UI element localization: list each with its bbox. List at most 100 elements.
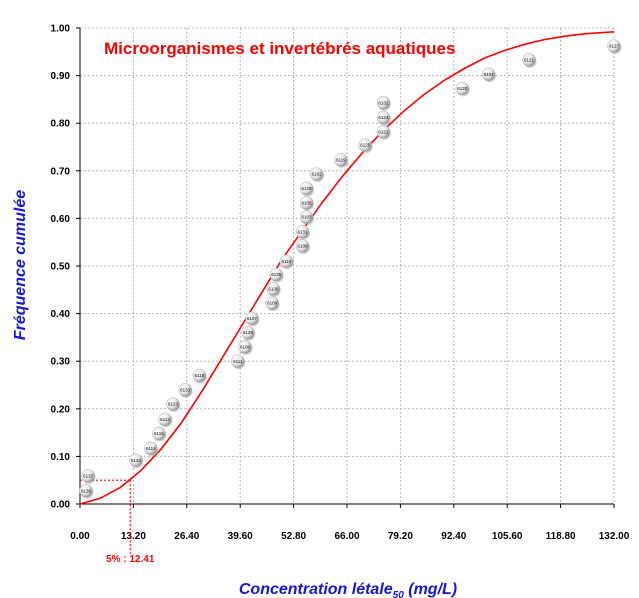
- grid: [80, 27, 615, 504]
- data-point: 6132: [376, 96, 391, 111]
- data-point-label: 6103: [302, 215, 313, 220]
- data-point-marker: [309, 167, 324, 181]
- data-point: 6125: [358, 138, 373, 154]
- data-point: 6122: [376, 125, 391, 140]
- data-point-marker: [265, 296, 279, 310]
- data-point-marker: [295, 239, 310, 253]
- data-point-marker: [81, 469, 95, 483]
- y-tick-label: 0.10: [51, 452, 71, 463]
- data-point-label: 6131: [297, 229, 308, 234]
- data-point-marker: [481, 67, 496, 81]
- data-point-marker: [238, 340, 252, 354]
- data-point: 6111: [231, 354, 246, 370]
- data-point-label: 6113: [160, 417, 170, 422]
- data-point: 6128: [241, 325, 256, 341]
- data-point-marker: [607, 39, 621, 53]
- x-axis-label: Concentration létale50 (mg/L): [239, 581, 457, 598]
- x-tick-label: 132.00: [599, 531, 630, 542]
- data-point-label: 6102: [312, 172, 323, 177]
- data-point-label: 6133: [180, 387, 191, 392]
- data-point: 6127: [607, 39, 622, 55]
- x-tick-label: 39.60: [228, 531, 253, 542]
- y-tick-label: 0.50: [51, 262, 71, 273]
- data-point-label: 6115: [154, 431, 164, 436]
- data-point: 6103: [299, 210, 315, 225]
- data-point-marker: [144, 441, 158, 456]
- fit-curve-line: [79, 31, 615, 505]
- data-point-marker: [522, 53, 536, 67]
- data-point-label: 6132: [378, 100, 389, 105]
- data-point: 6115: [152, 426, 167, 442]
- y-tick-label: 1.00: [51, 24, 71, 35]
- data-point: 6131: [295, 225, 310, 240]
- y-tick-labels: 0.00 0.10 0.20 0.30 0.40 0.50 0.60 0.70 0.80 0.90…: [51, 24, 71, 511]
- x-tick-label: 92.40: [441, 531, 466, 542]
- data-point: 6129: [299, 181, 315, 197]
- y-tick-label: 0.00: [51, 500, 71, 511]
- data-point-label: 6122: [378, 129, 389, 134]
- data-point-marker: [152, 426, 166, 441]
- data-point: 6108: [295, 239, 310, 255]
- data-point: 6105: [299, 195, 315, 211]
- x-axis-label-main: Concentration létale: [239, 581, 393, 598]
- data-point: 6106: [238, 340, 253, 355]
- x-tick-labels: 0.00 13.20 26.40 39.60 52.80 66.00 79.20 92.40 1…: [70, 531, 629, 542]
- y-axis-label: Fréquence cumulée: [12, 190, 29, 340]
- data-point-label: 6121: [524, 57, 535, 62]
- y-tick-label: 0.60: [51, 214, 71, 225]
- data-points: 6136 6137 6134 6114 6115 6113 6123 6133 6118 6111…: [79, 39, 622, 499]
- data-point-marker: [245, 311, 259, 326]
- data-point: 6119: [334, 153, 349, 168]
- data-point-marker: [299, 181, 314, 196]
- data-point-marker: [334, 153, 348, 167]
- hc5-label: 5% : 12.41: [106, 554, 155, 565]
- y-tick-label: 0.40: [51, 309, 71, 320]
- data-point-marker: [279, 254, 294, 268]
- data-point-label: 6104: [484, 72, 495, 77]
- data-point: 6102: [309, 167, 325, 183]
- data-point-label: 6118: [194, 373, 204, 378]
- x-tick-label: 0.00: [70, 531, 90, 542]
- data-point-marker: [178, 383, 192, 397]
- fit-curve: [79, 31, 615, 505]
- data-point: 6110: [279, 254, 294, 270]
- data-point: 6121: [522, 53, 537, 68]
- data-point-marker: [158, 412, 172, 426]
- x-axis-label-unit: (mg/L): [404, 581, 457, 598]
- data-point-label: 6135: [271, 272, 282, 277]
- x-tick-label: 66.00: [334, 531, 359, 542]
- x-tick-label: 52.80: [281, 531, 306, 542]
- data-point-label: 6137: [83, 474, 94, 479]
- x-tick-label: 13.20: [121, 531, 146, 542]
- x-tick-label: 118.80: [546, 531, 576, 542]
- data-point-marker: [129, 453, 143, 467]
- data-point-marker: [79, 483, 93, 498]
- y-tick-label: 0.70: [51, 166, 71, 177]
- data-point-marker: [269, 267, 283, 282]
- data-point-marker: [376, 110, 391, 125]
- y-tick-label: 0.20: [51, 404, 71, 415]
- data-point-label: 6114: [146, 446, 156, 451]
- axes: [76, 27, 615, 508]
- data-point-marker: [295, 225, 310, 239]
- data-point-marker: [299, 195, 314, 210]
- data-point-label: 6120: [457, 86, 468, 91]
- data-point-marker: [455, 81, 469, 96]
- data-point-marker: [376, 125, 391, 139]
- data-point: 6136: [79, 483, 94, 499]
- data-point-label: 6124: [378, 115, 389, 120]
- data-point: 6133: [178, 383, 193, 398]
- data-point: 6118: [192, 368, 207, 384]
- data-point-label: 6111: [233, 359, 243, 364]
- data-point-label: 6130: [268, 286, 279, 291]
- data-point: 6114: [144, 441, 159, 457]
- data-point-label: 6128: [243, 330, 254, 335]
- data-point-marker: [358, 138, 372, 152]
- data-point-label: 6110: [281, 259, 291, 264]
- data-point-label: 6105: [302, 200, 313, 205]
- data-point-marker: [266, 282, 281, 296]
- data-point: 6137: [81, 469, 96, 484]
- data-point: 6104: [481, 67, 497, 83]
- y-tick-label: 0.90: [51, 71, 71, 82]
